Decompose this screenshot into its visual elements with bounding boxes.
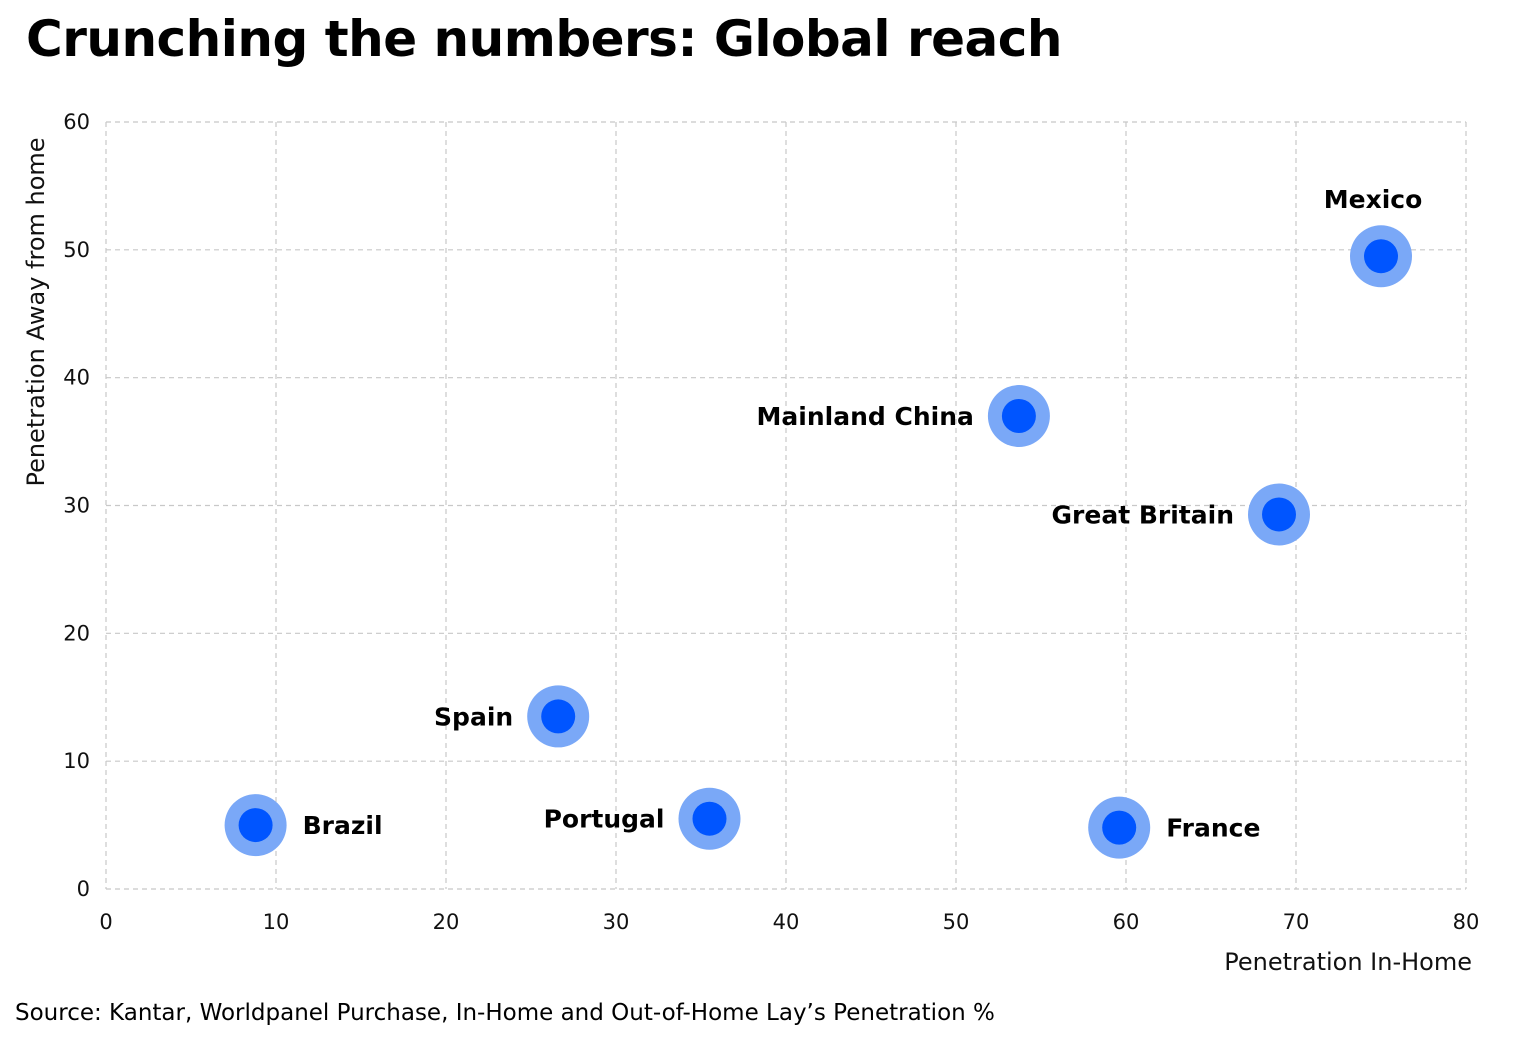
y-tick-label: 20	[63, 621, 90, 645]
point-marker	[692, 801, 727, 836]
y-tick-label: 40	[63, 366, 90, 390]
y-tick-label: 30	[63, 494, 90, 518]
x-tick-label: 70	[1283, 910, 1310, 934]
x-tick-label: 50	[943, 910, 970, 934]
x-tick-label: 10	[263, 910, 290, 934]
point-label: Great Britain	[1052, 500, 1234, 529]
y-tick-label: 0	[77, 877, 90, 901]
x-tick-label: 40	[773, 910, 800, 934]
y-axis-label: Penetration Away from home	[22, 137, 50, 486]
data-point: Great Britain	[1052, 483, 1310, 546]
data-point: Mainland China	[757, 385, 1050, 448]
point-marker	[1364, 239, 1398, 274]
data-points: Brazil Spain Portugal Mainland China France G…	[224, 185, 1423, 859]
axis-ticks: 0 10 20 30 40 50 60 70 80 0 10 20 30 40 50 60	[63, 110, 1479, 934]
y-tick-label: 60	[63, 110, 90, 134]
data-point: Spain	[434, 685, 590, 748]
x-axis-label: Penetration In-Home	[1224, 948, 1472, 976]
x-tick-label: 20	[433, 910, 460, 934]
point-label: France	[1166, 814, 1260, 843]
x-tick-label: 80	[1453, 910, 1480, 934]
grid-lines	[105, 121, 1467, 890]
x-tick-label: 0	[99, 910, 112, 934]
point-label: Spain	[434, 702, 513, 731]
x-tick-label: 30	[603, 910, 630, 934]
point-label: Brazil	[303, 811, 383, 840]
source-note: Source: Kantar, Worldpanel Purchase, In-…	[15, 1000, 995, 1026]
point-marker	[1262, 497, 1296, 532]
point-label: Portugal	[544, 805, 665, 834]
y-tick-label: 10	[63, 749, 90, 773]
chart-title: Crunching the numbers: Global reach	[26, 10, 1063, 68]
point-label: Mainland China	[757, 402, 974, 431]
point-marker	[1102, 810, 1137, 845]
point-marker	[541, 699, 576, 734]
point-marker	[238, 808, 273, 843]
data-point: Portugal	[544, 787, 741, 850]
y-tick-label: 50	[63, 238, 90, 262]
data-point: France	[1088, 796, 1260, 859]
point-label: Mexico	[1324, 185, 1423, 214]
x-tick-label: 60	[1113, 910, 1140, 934]
data-point: Mexico	[1324, 185, 1423, 288]
point-marker	[1001, 399, 1036, 434]
data-point: Brazil	[224, 794, 383, 857]
